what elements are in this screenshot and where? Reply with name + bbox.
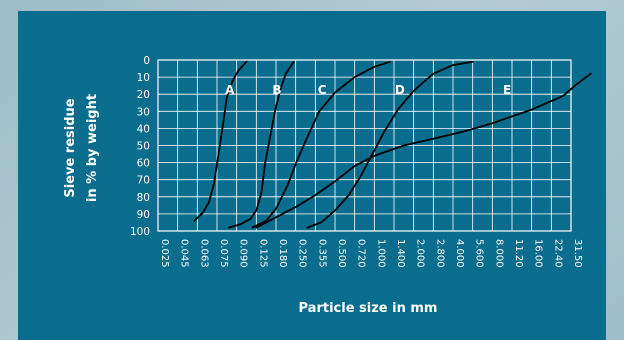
curve-label-c: C [318, 83, 327, 97]
x-tick-label: 4.000 [454, 239, 465, 268]
curve-label-d: D [395, 83, 405, 97]
x-axis-ticks: 0.025 0.045 0.063 0.075 0.090 0.125 0.180 0.250… [159, 239, 583, 268]
y-axis-label-line1: Sieve residue [63, 98, 78, 197]
curve-a [193, 60, 248, 222]
x-tick-label: 0.180 [277, 239, 288, 268]
curve-c [251, 60, 391, 229]
x-tick-label: 0.063 [198, 239, 209, 268]
curve-d [306, 60, 474, 229]
y-tick-label: 60 [137, 158, 150, 170]
x-tick-label: 1.000 [375, 239, 386, 268]
y-tick-label: 10 [137, 72, 150, 84]
x-tick-label: 0.025 [159, 239, 170, 268]
curve-label-a: A [225, 83, 235, 97]
curve-label-b: B [272, 83, 281, 97]
y-tick-label: 0 [143, 55, 150, 67]
x-tick-label: 0.045 [179, 239, 190, 268]
curve-label-e: E [503, 83, 511, 97]
y-tick-label: 20 [137, 89, 150, 101]
y-tick-label: 70 [137, 175, 150, 187]
x-tick-label: 1.400 [395, 239, 406, 268]
x-tick-label: 16.00 [533, 239, 544, 268]
curve-e [255, 72, 592, 229]
y-tick-label: 30 [137, 106, 150, 118]
curve-b [227, 60, 295, 229]
y-tick-label: 40 [137, 123, 150, 135]
x-tick-label: 22.40 [552, 239, 563, 268]
x-tick-label: 31.50 [572, 239, 583, 268]
grid [157, 59, 572, 232]
x-tick-label: 5.600 [474, 239, 485, 268]
x-tick-label: 8.000 [493, 239, 504, 268]
x-tick-label: 11.20 [513, 239, 524, 268]
x-axis-label: Particle size in mm [299, 301, 438, 316]
x-tick-label: 0.720 [356, 239, 367, 268]
x-tick-label: 0.090 [238, 239, 249, 268]
y-tick-label: 80 [137, 192, 150, 204]
curve-labels: A B C D E [225, 83, 511, 97]
y-tick-label: 90 [137, 209, 150, 221]
y-axis-ticks: 0 10 20 30 40 50 60 70 80 90 100 [130, 55, 150, 238]
x-tick-label: 0.500 [336, 239, 347, 268]
x-tick-label: 2.800 [434, 239, 445, 268]
x-tick-label: 0.355 [316, 239, 327, 268]
y-tick-label: 50 [137, 141, 150, 153]
x-tick-label: 0.250 [297, 239, 308, 268]
curves [193, 60, 592, 229]
x-tick-label: 2.000 [415, 239, 426, 268]
chart-panel [18, 11, 606, 340]
x-tick-label: 0.075 [218, 239, 229, 268]
plot-frame [157, 59, 572, 232]
x-tick-label: 0.125 [257, 239, 268, 268]
y-tick-label: 100 [130, 226, 150, 238]
y-axis-label-line2: in % by weight [85, 94, 100, 202]
